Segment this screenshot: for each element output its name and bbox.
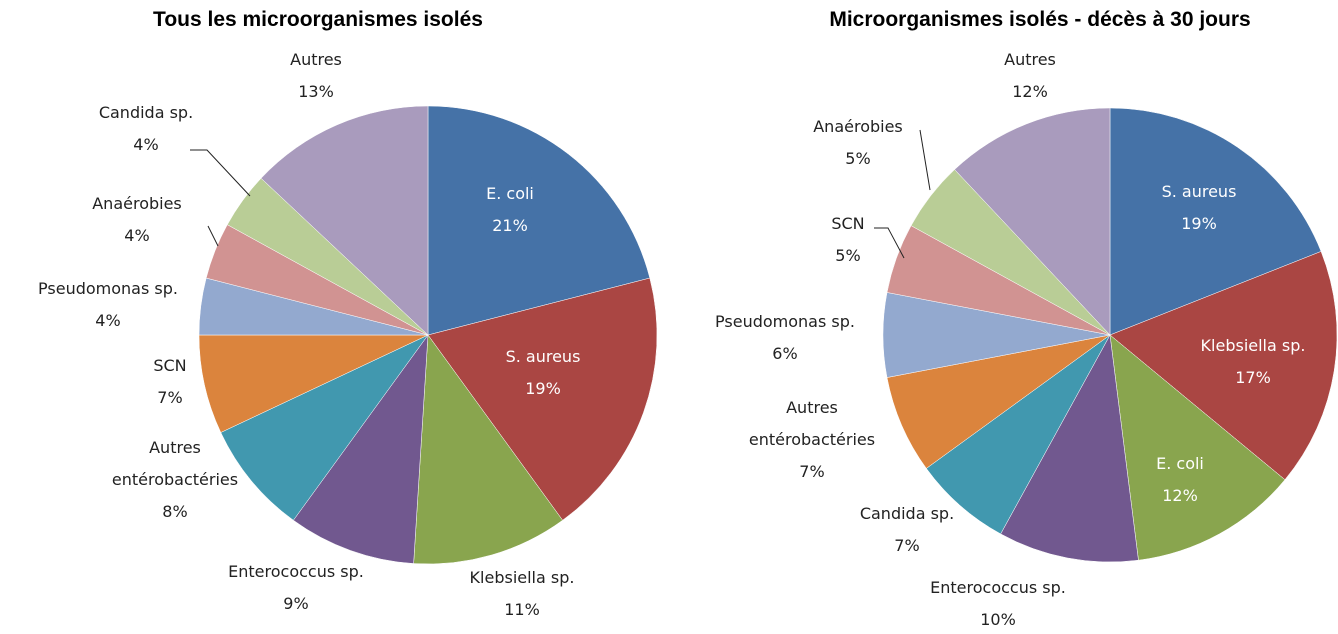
category-label: Klebsiella sp.	[1200, 336, 1306, 355]
value-label: 12%	[1012, 82, 1048, 101]
value-label: 19%	[1181, 214, 1217, 233]
leader-line	[874, 227, 905, 259]
pie-slice	[1109, 107, 1322, 336]
leader-lines	[190, 129, 931, 259]
pie-slice	[427, 277, 658, 521]
value-label: 19%	[525, 379, 561, 398]
leader-line	[207, 225, 219, 247]
pie-slice	[220, 334, 429, 521]
slice-label: Klebsiella sp. 11%	[470, 562, 575, 626]
category-label: Enterococcus sp.	[930, 578, 1066, 597]
category-label: Autres entérobactéries	[111, 438, 239, 489]
value-label: 4%	[95, 311, 121, 330]
value-label: 5%	[835, 246, 861, 265]
category-label: E. coli	[486, 184, 534, 203]
value-label: 21%	[492, 216, 528, 235]
category-label: Candida sp.	[98, 103, 194, 122]
slice-label: Autres entérobactéries 8%	[110, 432, 240, 528]
category-label: Anaérobies	[813, 117, 903, 136]
value-label: 7%	[894, 536, 920, 555]
pie-slice	[1109, 251, 1338, 481]
leader-line	[190, 149, 251, 197]
slice-label: Autres entérobactéries 7%	[747, 392, 877, 488]
slice-label: SCN 7%	[153, 350, 186, 414]
category-label: Candida sp.	[859, 504, 955, 523]
category-label: E. coli	[1156, 454, 1204, 473]
slice-label: Anaérobies 4%	[92, 188, 182, 252]
value-label: 7%	[799, 462, 825, 481]
value-label: 6%	[772, 344, 798, 363]
chart-title: Tous les microorganismes isolés	[153, 8, 483, 31]
value-label: 11%	[504, 600, 540, 619]
slice-label: Candida sp. 4%	[99, 97, 193, 161]
pie-slice	[260, 105, 429, 336]
slice-label: S. aureus 19%	[506, 341, 581, 405]
value-label: 13%	[298, 82, 334, 101]
value-label: 17%	[1235, 368, 1271, 387]
category-label: Enterococcus sp.	[228, 562, 364, 581]
pie-slice	[293, 334, 429, 564]
chart-title: Microorganismes isolés - décès à 30 jour…	[829, 8, 1251, 31]
category-label: SCN	[831, 214, 865, 233]
category-label: S. aureus	[1161, 182, 1237, 201]
value-label: 4%	[124, 226, 150, 245]
category-label: Autres	[1004, 50, 1056, 69]
category-label: Autres entérobactéries	[748, 398, 876, 449]
slice-label: S. aureus 19%	[1162, 176, 1237, 240]
value-label: 4%	[133, 135, 159, 154]
category-label: SCN	[153, 356, 187, 375]
slice-label: Pseudomonas sp. 4%	[38, 273, 178, 337]
slice-label: E. coli 21%	[486, 178, 534, 242]
value-label: 10%	[980, 610, 1016, 629]
slice-label: E. coli 12%	[1156, 448, 1204, 512]
slice-label: Pseudomonas sp. 6%	[715, 306, 855, 370]
value-label: 8%	[162, 502, 188, 521]
category-label: Klebsiella sp.	[469, 568, 575, 587]
leader-line	[919, 129, 931, 191]
category-label: S. aureus	[505, 347, 581, 366]
value-label: 7%	[157, 388, 183, 407]
pie-slice	[427, 105, 651, 336]
pie-slice	[1109, 334, 1286, 561]
category-label: Pseudomonas sp.	[715, 312, 855, 331]
category-label: Anaérobies	[92, 194, 182, 213]
slice-label: Enterococcus sp. 9%	[228, 556, 364, 620]
value-label: 5%	[845, 149, 871, 168]
value-label: 9%	[283, 594, 309, 613]
pie-slice	[413, 334, 563, 565]
slice-label: Anaérobies 5%	[813, 111, 903, 175]
slice-label: Autres 12%	[1004, 44, 1056, 108]
category-label: Pseudomonas sp.	[38, 279, 178, 298]
slice-label: Candida sp. 7%	[860, 498, 954, 562]
slice-label: SCN 5%	[831, 208, 864, 272]
slice-label: Autres 13%	[290, 44, 342, 108]
value-label: 12%	[1162, 486, 1198, 505]
pie-slice	[1000, 334, 1139, 563]
category-label: Autres	[290, 50, 342, 69]
pie-slice	[954, 107, 1111, 336]
slice-label: Enterococcus sp. 10%	[930, 572, 1066, 634]
slice-label: Klebsiella sp. 17%	[1201, 330, 1306, 394]
